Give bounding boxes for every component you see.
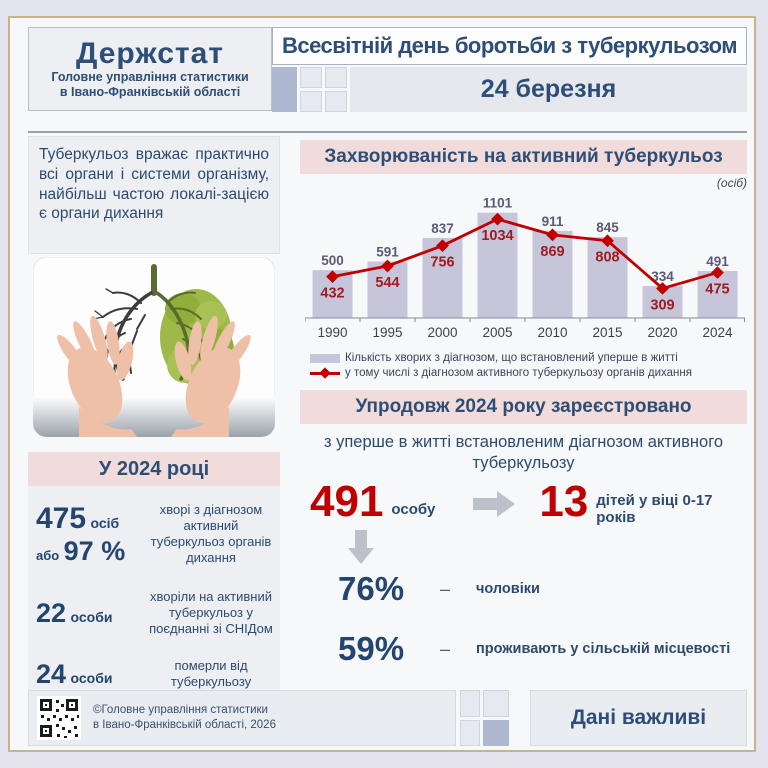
page-title: Всесвітній день боротьби з туберкульозом (281, 33, 738, 58)
children-label: дітей у віці 0-17 років (596, 492, 713, 526)
chart-legend: Кількість хворих з діагнозом, що встанов… (310, 352, 750, 382)
svg-text:2024: 2024 (702, 325, 733, 340)
men-label: чоловіки (476, 581, 540, 597)
header-divider (28, 131, 747, 133)
chart-unit-label: (осіб) (716, 176, 747, 190)
svg-text:845: 845 (596, 220, 619, 235)
aids-unit: особи (70, 608, 113, 625)
bar-swatch-icon (310, 353, 340, 363)
slogan-box: Дані важливі (530, 690, 747, 746)
date-banner: 24 березня (350, 67, 747, 112)
svg-text:756: 756 (430, 255, 454, 271)
footer-copyright-box: ©Головне управління статистики в Івано-Ф… (28, 690, 456, 746)
registered-subtitle: з уперше в житті встановленим діагнозом … (323, 433, 724, 473)
children-value: 13 (539, 477, 589, 526)
svg-text:1034: 1034 (481, 228, 513, 244)
aids-label: хворіли на активний туберкульоз у поєдна… (149, 588, 273, 637)
lungs-hands-image (32, 256, 276, 438)
respiratory-unit: осіб (90, 514, 120, 531)
svg-text:2015: 2015 (592, 325, 622, 340)
chart-title: Захворюваність на активний туберкульоз (300, 140, 747, 174)
footer-decorative-grid (460, 690, 526, 746)
legend-bar-label: Кількість хворих з діагнозом, що встанов… (345, 352, 678, 364)
year-2024-header: У 2024 році (28, 452, 280, 486)
stat-row-respiratory: 475 осіб або 97 % хворі з діагнозом акти… (36, 492, 274, 576)
registered-numbers-row: 491 особу 13 дітей у віці 0-17 років (310, 477, 750, 527)
svg-text:491: 491 (706, 254, 729, 269)
stat-row-deaths: 24 особи померли від туберкульозу (36, 650, 274, 698)
copyright: ©Головне управління статистики в Івано-Ф… (93, 703, 276, 733)
event-date: 24 березня (480, 75, 617, 103)
slogan-text: Дані важливі (570, 706, 707, 729)
svg-text:544: 544 (375, 275, 399, 291)
svg-text:869: 869 (540, 244, 564, 260)
stat-row-aids: 22 особи хворіли на активний туберкульоз… (36, 582, 274, 644)
down-arrow-icon (348, 530, 374, 570)
svg-text:837: 837 (431, 221, 454, 236)
svg-text:2020: 2020 (647, 325, 677, 340)
svg-text:2010: 2010 (537, 325, 567, 340)
dash: – (440, 638, 451, 659)
incidence-chart: 500 591 837 1101 911 845 334 491 432 544 756 1034 86… (305, 196, 745, 340)
rural-percent: 59% (338, 630, 405, 667)
respiratory-percent: 97 % (63, 535, 126, 566)
legend-line-label: у тому числі з діагнозом активного тубер… (345, 367, 692, 379)
intro-text: Туберкульоз вражає практично всі органи … (28, 136, 280, 254)
svg-text:334: 334 (651, 269, 674, 284)
total-registered-unit: особу (391, 500, 436, 518)
svg-text:432: 432 (320, 286, 344, 302)
logo-subtitle-line1: Головне управління статистики (51, 69, 249, 84)
decorative-square (272, 67, 297, 112)
deaths-count: 24 (36, 658, 67, 689)
respiratory-prefix: або (36, 547, 60, 563)
registered-header: Упродовж 2024 року зареєстровано (300, 390, 747, 424)
svg-text:500: 500 (321, 253, 344, 268)
aids-count: 22 (36, 597, 67, 628)
svg-text:2005: 2005 (482, 325, 512, 340)
infographic-frame: Держстат Головне управління статистики в… (8, 16, 756, 752)
men-percent: 76% (338, 570, 405, 607)
decorative-grid (300, 67, 347, 112)
right-arrow-icon (473, 491, 516, 517)
deaths-unit: особи (70, 669, 113, 686)
line-swatch-icon (310, 371, 340, 375)
respiratory-count: 475 (36, 501, 87, 535)
svg-text:1990: 1990 (317, 325, 347, 340)
total-registered-value: 491 (310, 477, 384, 526)
legend-item-line: у тому числі з діагнозом активного тубер… (310, 367, 750, 379)
svg-text:911: 911 (542, 214, 564, 229)
respiratory-label: хворі з діагнозом активний туберкульоз о… (150, 501, 272, 566)
copyright-line2: в Івано-Франківській області, 2026 (93, 719, 276, 731)
main-title-box: Всесвітній день боротьби з туберкульозом (272, 27, 747, 65)
legend-item-bars: Кількість хворих з діагнозом, що встанов… (310, 352, 750, 364)
rural-label: проживають у сільській місцевості (476, 641, 731, 657)
year-2024-stats: 475 осіб або 97 % хворі з діагнозом акти… (28, 486, 280, 692)
stat-row-men: 76% – чоловіки (310, 570, 750, 608)
copyright-line1: ©Головне управління статистики (93, 704, 268, 717)
svg-text:1101: 1101 (483, 196, 513, 211)
logo-title: Держстат (76, 37, 224, 71)
qr-code-icon (37, 696, 81, 740)
logo-subtitle-line2: в Івано-Франківській області (59, 84, 241, 99)
statistics-office-logo: Держстат Головне управління статистики в… (28, 27, 272, 111)
svg-text:475: 475 (705, 282, 729, 298)
deaths-label: померли від туберкульозу (170, 657, 252, 689)
svg-text:309: 309 (650, 297, 674, 313)
svg-text:2000: 2000 (427, 325, 457, 340)
stat-row-rural: 59% – проживають у сільській місцевості (310, 630, 750, 668)
dash: – (440, 578, 451, 599)
svg-text:808: 808 (595, 250, 619, 266)
svg-text:591: 591 (376, 244, 399, 259)
svg-text:1995: 1995 (372, 325, 402, 340)
